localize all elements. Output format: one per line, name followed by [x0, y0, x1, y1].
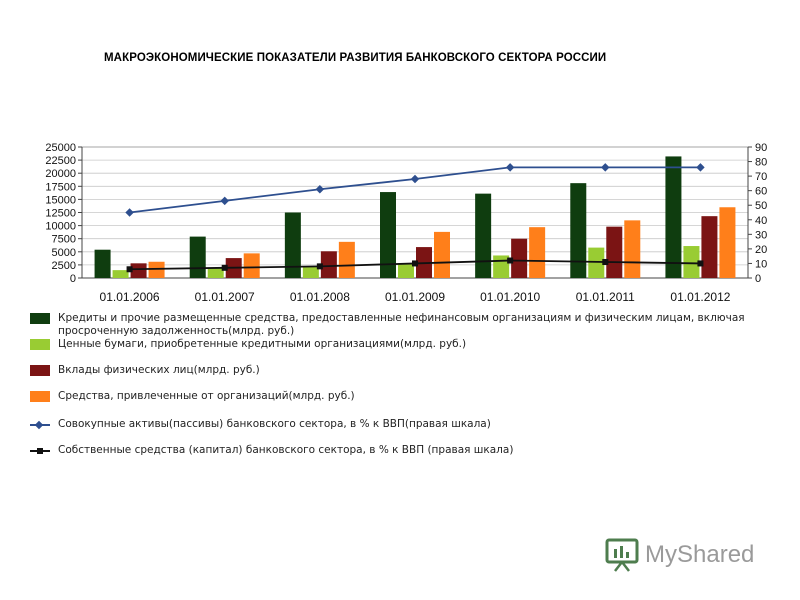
bar — [588, 247, 605, 278]
bar — [493, 255, 510, 278]
bar — [320, 251, 337, 278]
y-left-tick-label: 10000 — [45, 221, 76, 233]
bar — [529, 227, 546, 278]
y-left-tick-label: 20000 — [45, 168, 76, 180]
y-left-tick-label: 2500 — [52, 260, 76, 272]
legend-label: Средства, привлеченные от организаций(мл… — [58, 390, 355, 402]
line-point — [315, 184, 325, 194]
bar — [665, 156, 682, 278]
line-point — [220, 196, 229, 206]
y-left-tick-label: 5000 — [52, 247, 76, 259]
chart: 0250050007500100001250015000175002000022… — [45, 142, 767, 304]
legend-swatch — [30, 365, 50, 376]
bar — [302, 266, 319, 278]
y-left-tick-label: 7500 — [52, 234, 76, 246]
y-left-tick-label: 15000 — [45, 194, 76, 206]
legend-swatch — [30, 339, 50, 350]
bar — [112, 270, 129, 278]
bar — [719, 207, 736, 278]
y-right-tick-label: 90 — [755, 142, 767, 154]
legend-swatch — [30, 313, 50, 324]
line-point — [126, 266, 133, 273]
y-right-tick-label: 60 — [755, 186, 767, 198]
x-tick-label: 01.01.2010 — [480, 290, 540, 304]
y-right-tick-label: 0 — [755, 273, 761, 285]
line-point — [697, 260, 704, 267]
legend-line — [30, 420, 50, 430]
watermark-text: MyShared — [645, 541, 755, 568]
line-point — [505, 163, 515, 172]
legend-label: Ценные бумаги, приобретенные кредитными … — [58, 338, 467, 350]
bar — [284, 212, 301, 278]
bar — [398, 263, 414, 278]
line-point — [410, 174, 420, 184]
line-point — [316, 263, 323, 270]
y-right-tick-label: 30 — [755, 229, 767, 241]
presentation-board-icon — [605, 538, 639, 572]
bar — [380, 192, 396, 278]
legend-label: Совокупные активы(пассивы) банковского с… — [58, 418, 491, 430]
bar — [130, 263, 147, 278]
y-left-tick-label: 0 — [70, 273, 76, 285]
bar — [434, 231, 450, 278]
x-tick-label: 01.01.2009 — [385, 290, 445, 304]
bar — [701, 216, 718, 278]
y-left-tick-label: 17500 — [45, 181, 76, 193]
bar — [243, 253, 260, 278]
x-tick-label: 01.01.2012 — [670, 290, 730, 304]
legend-label: Вклады физических лиц(млрд. руб.) — [58, 364, 260, 376]
line-point — [412, 260, 418, 267]
legend-marker — [37, 448, 43, 454]
bar — [570, 183, 587, 278]
bar — [207, 267, 224, 278]
series-line — [129, 166, 701, 214]
bar — [511, 238, 528, 278]
line-point — [221, 264, 228, 271]
page-title: МАКРОЭКОНОМИЧЕСКИЕ ПОКАЗАТЕЛИ РАЗВИТИЯ Б… — [104, 52, 607, 64]
bar — [624, 220, 641, 278]
line-point — [696, 163, 705, 172]
y-right-tick-label: 40 — [755, 215, 767, 227]
x-tick-label: 01.01.2011 — [576, 290, 635, 304]
line-point — [125, 208, 134, 217]
bar — [94, 249, 111, 278]
x-tick-label: 01.01.2007 — [195, 290, 255, 304]
y-left-tick-label: 12500 — [45, 208, 76, 220]
y-right-tick-label: 10 — [755, 258, 767, 270]
y-left-tick-label: 22500 — [45, 155, 76, 167]
bar — [606, 226, 623, 278]
legend-label: Собственные средства (капитал) банковско… — [58, 444, 514, 456]
bar — [683, 246, 700, 278]
line-point — [507, 257, 514, 264]
line-point — [602, 258, 609, 265]
x-tick-label: 01.01.2008 — [290, 290, 350, 304]
bar — [148, 261, 165, 278]
y-right-tick-label: 50 — [755, 200, 767, 212]
bar — [475, 193, 492, 278]
legend-label: Кредиты и прочие размещенные средства, п… — [58, 312, 745, 337]
x-tick-label: 01.01.2006 — [100, 290, 160, 304]
y-right-tick-label: 20 — [755, 244, 767, 256]
y-left-tick-label: 25000 — [45, 142, 76, 154]
legend-line — [30, 448, 50, 454]
bar — [338, 241, 355, 278]
y-right-tick-label: 80 — [755, 157, 767, 169]
legend-swatch — [30, 391, 50, 402]
y-right-tick-label: 70 — [755, 171, 767, 183]
bar — [189, 236, 206, 278]
line-point — [601, 163, 610, 172]
